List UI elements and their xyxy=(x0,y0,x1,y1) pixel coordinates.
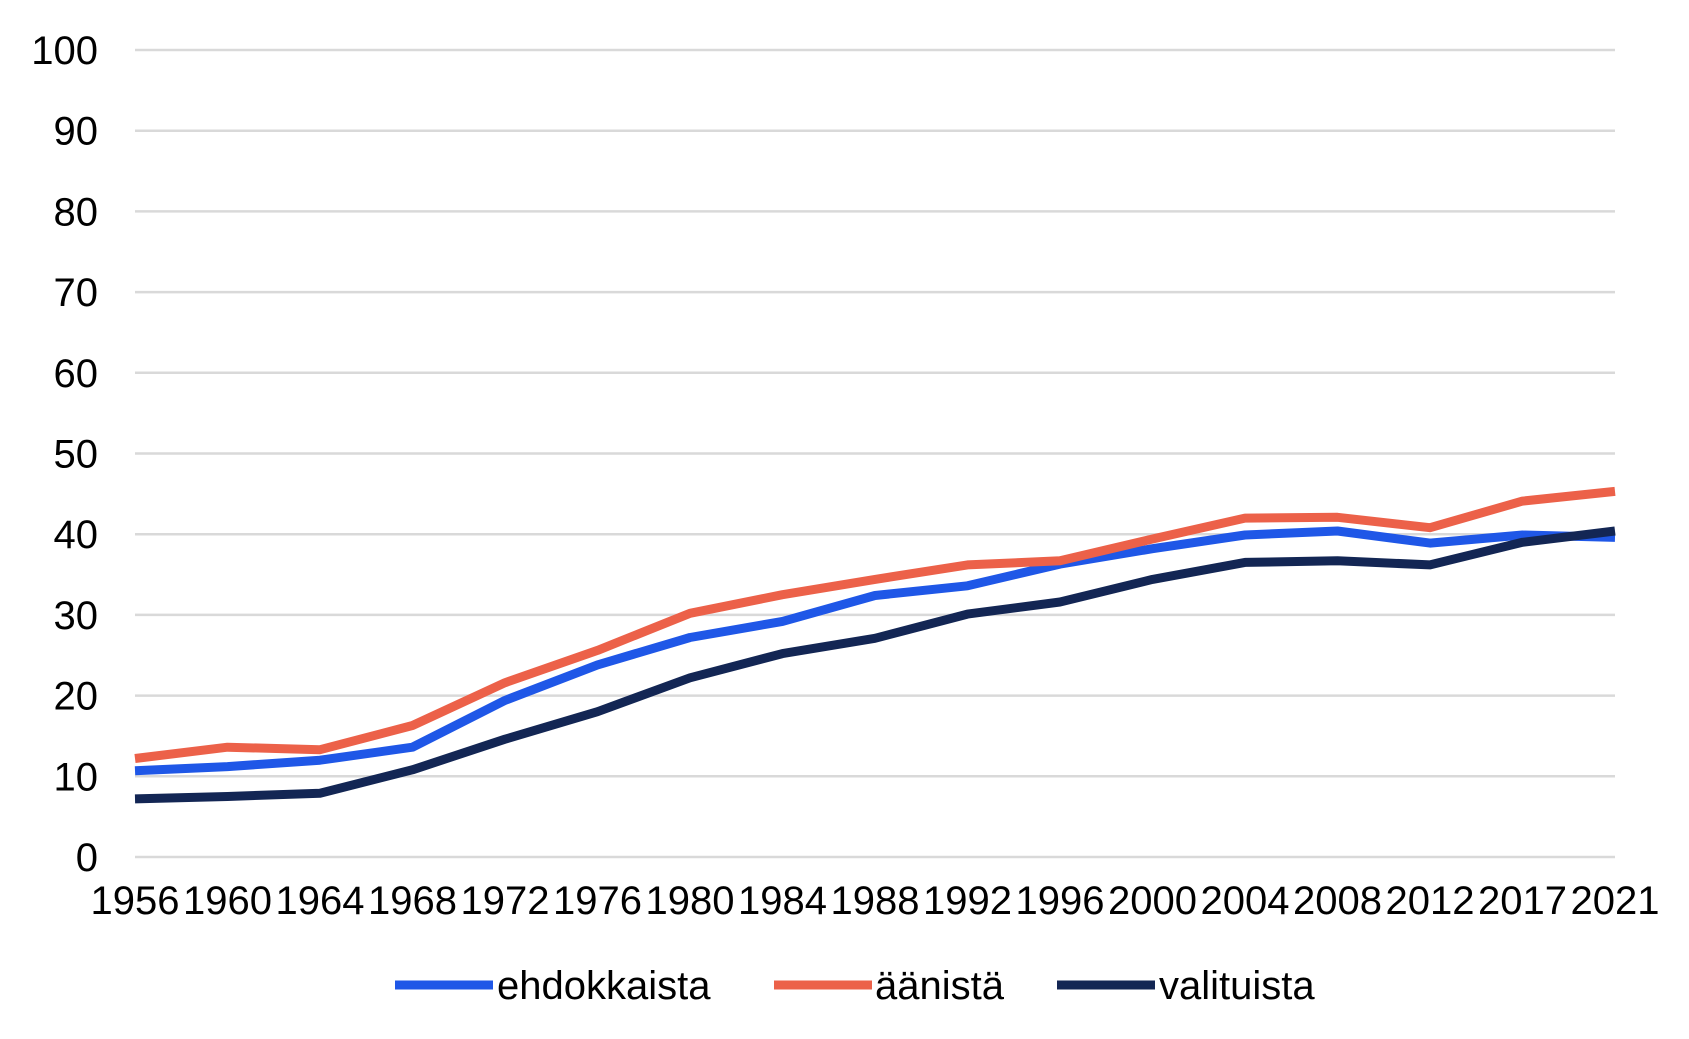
y-tick-label: 90 xyxy=(54,110,99,154)
x-tick-label: 1984 xyxy=(738,879,827,923)
y-tick-label: 40 xyxy=(54,513,99,557)
legend: ehdokkaista äänistä valituista xyxy=(395,964,1315,1008)
x-tick-label: 1996 xyxy=(1016,879,1105,923)
legend-label: äänistä xyxy=(875,964,1005,1008)
x-tick-label: 2012 xyxy=(1386,879,1475,923)
x-tick-label: 1988 xyxy=(831,879,920,923)
y-tick-label: 60 xyxy=(54,352,99,396)
y-tick-label: 30 xyxy=(54,594,99,638)
x-tick-label: 1960 xyxy=(183,879,272,923)
y-tick-label: 10 xyxy=(54,755,99,799)
legend-label: valituista xyxy=(1159,964,1315,1008)
x-tick-label: 1956 xyxy=(91,879,180,923)
y-tick-label: 20 xyxy=(54,675,99,719)
x-tick-label: 1976 xyxy=(553,879,642,923)
x-tick-label: 1980 xyxy=(646,879,735,923)
x-tick-label: 2017 xyxy=(1478,879,1567,923)
x-tick-label: 2008 xyxy=(1293,879,1382,923)
x-tick-label: 2004 xyxy=(1201,879,1290,923)
legend-label: ehdokkaista xyxy=(497,964,711,1008)
y-tick-label: 50 xyxy=(54,433,99,477)
series-lines xyxy=(135,491,1615,799)
y-axis-tick-labels: 0 10 20 30 40 50 60 70 80 90 100 xyxy=(31,29,98,880)
x-axis-tick-labels: 1956 1960 1964 1968 1972 1976 1980 1984 1988 1992… xyxy=(91,879,1660,923)
y-tick-label: 80 xyxy=(54,190,99,234)
x-tick-label: 1992 xyxy=(923,879,1012,923)
x-tick-label: 1968 xyxy=(368,879,457,923)
y-tick-label: 100 xyxy=(31,29,98,73)
x-tick-label: 1964 xyxy=(276,879,365,923)
y-tick-label: 0 xyxy=(76,836,98,880)
series-line-äänistä xyxy=(135,491,1615,758)
y-tick-label: 70 xyxy=(54,271,99,315)
x-tick-label: 2021 xyxy=(1571,879,1660,923)
x-tick-label: 1972 xyxy=(461,879,550,923)
x-tick-label: 2000 xyxy=(1108,879,1197,923)
